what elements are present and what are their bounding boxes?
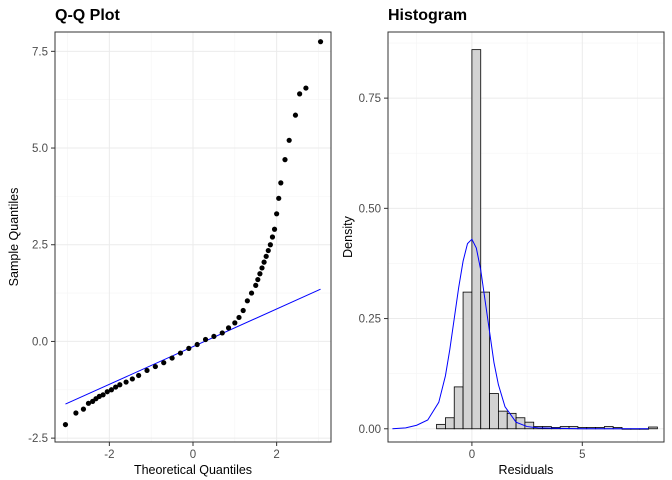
histogram-title: Histogram	[388, 7, 467, 24]
qq-points	[62, 39, 324, 428]
qq-point	[255, 276, 261, 283]
qq-x-axis-label: Theoretical Quantiles	[134, 463, 252, 477]
qq-point	[73, 410, 79, 416]
qq-point	[136, 372, 142, 379]
histogram-bar	[489, 393, 499, 430]
qq-point	[292, 112, 299, 118]
y-tick-label: 0.50	[359, 203, 381, 215]
qq-point	[253, 282, 259, 288]
histogram-axis-ticks: 0 5 0.00 0.25 0.50 0.75	[359, 93, 586, 461]
qq-point	[232, 320, 238, 326]
qq-point	[108, 387, 115, 393]
y-tick-label: 7.5	[32, 46, 48, 58]
qq-point	[144, 367, 150, 374]
y-tick-label: 0.75	[359, 93, 381, 105]
qq-point	[259, 265, 265, 271]
density-curve	[392, 238, 649, 430]
y-tick-label: -2.5	[28, 433, 48, 445]
qq-point	[297, 91, 303, 97]
qq-point	[303, 85, 309, 91]
qq-point	[282, 157, 288, 163]
qq-point	[274, 211, 280, 217]
qq-point	[62, 421, 69, 428]
qq-point	[152, 363, 158, 370]
qq-point	[240, 307, 246, 314]
qq-point	[123, 379, 129, 385]
qq-point	[225, 325, 232, 331]
qq-y-axis-label: Sample Quantiles	[7, 188, 21, 287]
histogram-bar	[524, 421, 535, 430]
qq-point	[219, 330, 225, 336]
histogram-bar	[648, 426, 658, 430]
qq-reference-line-group	[65, 288, 321, 405]
qq-point	[211, 333, 217, 340]
qq-point	[244, 298, 250, 304]
qq-point	[177, 350, 184, 356]
qq-point	[113, 384, 119, 390]
histogram-bar	[453, 386, 464, 430]
x-tick-label: 5	[579, 449, 585, 461]
qq-reference-line	[65, 288, 321, 405]
qq-point	[276, 195, 282, 201]
qq-plot-panel: -2 0 2 -2.5 0.0 2.5 5.0 7.5 Q-Q Plot Theoretica…	[7, 7, 332, 477]
qq-point	[202, 336, 209, 343]
qq-point	[265, 247, 271, 254]
qq-point	[278, 180, 284, 186]
histogram-bar	[515, 417, 526, 430]
histogram-panel: 0 5 0.00 0.25 0.50 0.75 Histogram Residuals D…	[341, 7, 665, 477]
qq-point	[186, 345, 192, 351]
histogram-bar	[480, 291, 490, 430]
qq-point	[161, 360, 167, 366]
qq-axis-ticks: -2 0 2 -2.5 0.0 2.5 5.0 7.5	[28, 46, 280, 461]
qq-point	[169, 355, 175, 361]
histogram-bars	[436, 49, 658, 430]
qq-point	[100, 392, 106, 398]
qq-grid	[55, 32, 331, 442]
histogram-bar	[436, 423, 446, 430]
y-tick-label: 0.0	[32, 336, 48, 348]
qq-point	[263, 253, 269, 259]
histogram-bar	[462, 291, 473, 430]
histogram-panel-border	[387, 31, 665, 443]
qq-point	[85, 400, 92, 406]
qq-point	[317, 39, 324, 45]
qq-point	[194, 341, 200, 348]
qq-point	[117, 382, 123, 388]
histogram-bar	[497, 410, 508, 430]
y-tick-label: 0.00	[359, 424, 381, 436]
qq-point	[257, 271, 263, 277]
x-tick-label: 0	[190, 449, 196, 461]
qq-point	[267, 242, 273, 248]
y-tick-label: 2.5	[32, 240, 48, 252]
histogram-bar	[445, 417, 455, 430]
qq-point	[271, 226, 278, 232]
histogram-grid	[388, 32, 664, 442]
histogram-density-curve-group	[392, 238, 649, 430]
histogram-x-axis-label: Residuals	[499, 463, 554, 477]
y-tick-label: 0.25	[359, 314, 381, 326]
qq-point	[269, 234, 276, 240]
qq-point	[80, 406, 87, 412]
histogram-y-axis-label: Density	[341, 215, 355, 257]
x-tick-label: 0	[469, 449, 475, 461]
y-tick-label: 5.0	[32, 143, 48, 155]
qq-plot-title: Q-Q Plot	[55, 7, 121, 24]
qq-point	[104, 389, 110, 395]
x-tick-label: 2	[273, 449, 279, 461]
qq-point	[129, 376, 135, 382]
x-tick-label: -2	[104, 449, 114, 461]
qq-point	[236, 314, 242, 321]
histogram-bar	[471, 49, 482, 430]
qq-point	[261, 259, 267, 265]
qq-point	[248, 290, 255, 296]
qq-point	[286, 137, 292, 143]
